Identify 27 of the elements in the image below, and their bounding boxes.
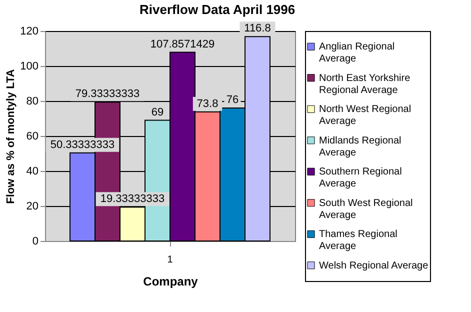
y-tick-label: 60 (26, 130, 38, 142)
data-label: 79.33333333 (75, 88, 140, 100)
x-axis-title: Company (143, 274, 198, 288)
chart-title: Riverflow Data April 1996 (140, 2, 296, 18)
data-label: 76 (226, 94, 239, 106)
data-label: 69 (151, 106, 164, 118)
data-label: 50.33333333 (50, 138, 115, 151)
legend-label: North West Regional Average (319, 104, 412, 128)
y-tick-label: 100 (20, 60, 38, 72)
legend-label: North East Yorkshire Regional Average (319, 72, 411, 96)
legend-label: Thames Regional Average (319, 229, 398, 252)
y-axis-title: Flow as % of montyly LTA (5, 69, 18, 204)
y-tick-label: 120 (20, 26, 38, 38)
legend-label: Anglian Regional Average (319, 42, 395, 65)
y-tick-label: 20 (26, 200, 38, 212)
y-tick-label: 80 (26, 96, 38, 108)
legend-label: Southern Regional Average (319, 166, 402, 190)
data-label: 107.8571429 (150, 38, 215, 50)
y-tick-label: 40 (26, 166, 38, 178)
legend-label: Welsh Regional Average (319, 260, 429, 272)
y-tick-label: 0 (32, 236, 38, 248)
x-tick-label: 1 (167, 254, 174, 266)
legend-label: Midlands Regional Average (319, 135, 402, 158)
data-label: 116.8 (244, 22, 271, 35)
data-label: 19.33333333 (100, 193, 165, 206)
legend-label: South West Regional Average (319, 198, 413, 221)
data-label: 73.8 (196, 98, 218, 110)
